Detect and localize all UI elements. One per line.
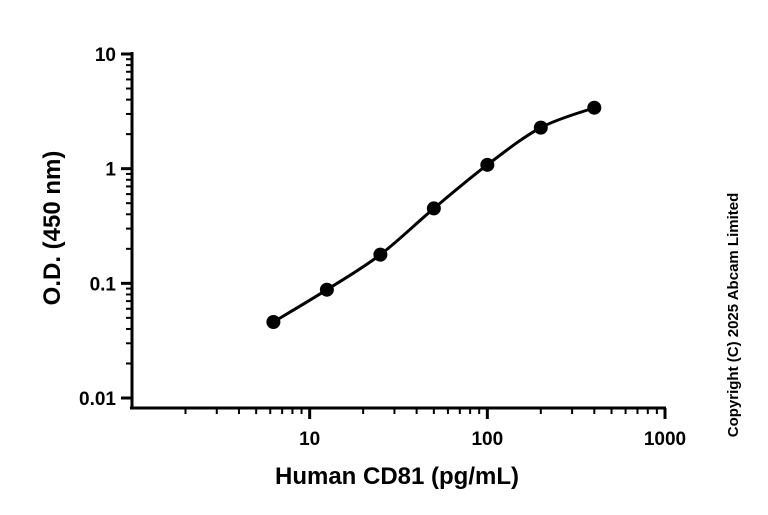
data-points bbox=[266, 100, 602, 330]
y-axis-title: O.D. (450 nm) bbox=[39, 151, 66, 306]
data-point bbox=[373, 247, 388, 262]
y-tick-label: 0.01 bbox=[79, 389, 116, 410]
x-tick-label: 100 bbox=[471, 429, 503, 450]
data-point bbox=[533, 120, 548, 135]
data-point bbox=[426, 201, 441, 216]
data-point bbox=[266, 315, 281, 330]
data-point bbox=[480, 157, 495, 172]
x-axis-title: Human CD81 (pg/mL) bbox=[275, 463, 519, 490]
data-point bbox=[587, 100, 602, 115]
y-tick-label: 1 bbox=[105, 160, 116, 181]
copyright-text: Copyright (C) 2025 Abcam Limited bbox=[725, 193, 742, 437]
axes: 0.01 0.1 1 10 10 100 1000 bbox=[79, 45, 686, 450]
y-tick-label: 0.1 bbox=[90, 274, 117, 295]
x-tick-label: 1000 bbox=[644, 429, 686, 450]
y-tick-label: 10 bbox=[95, 45, 116, 66]
data-point bbox=[319, 282, 334, 297]
x-tick-label: 10 bbox=[299, 429, 320, 450]
